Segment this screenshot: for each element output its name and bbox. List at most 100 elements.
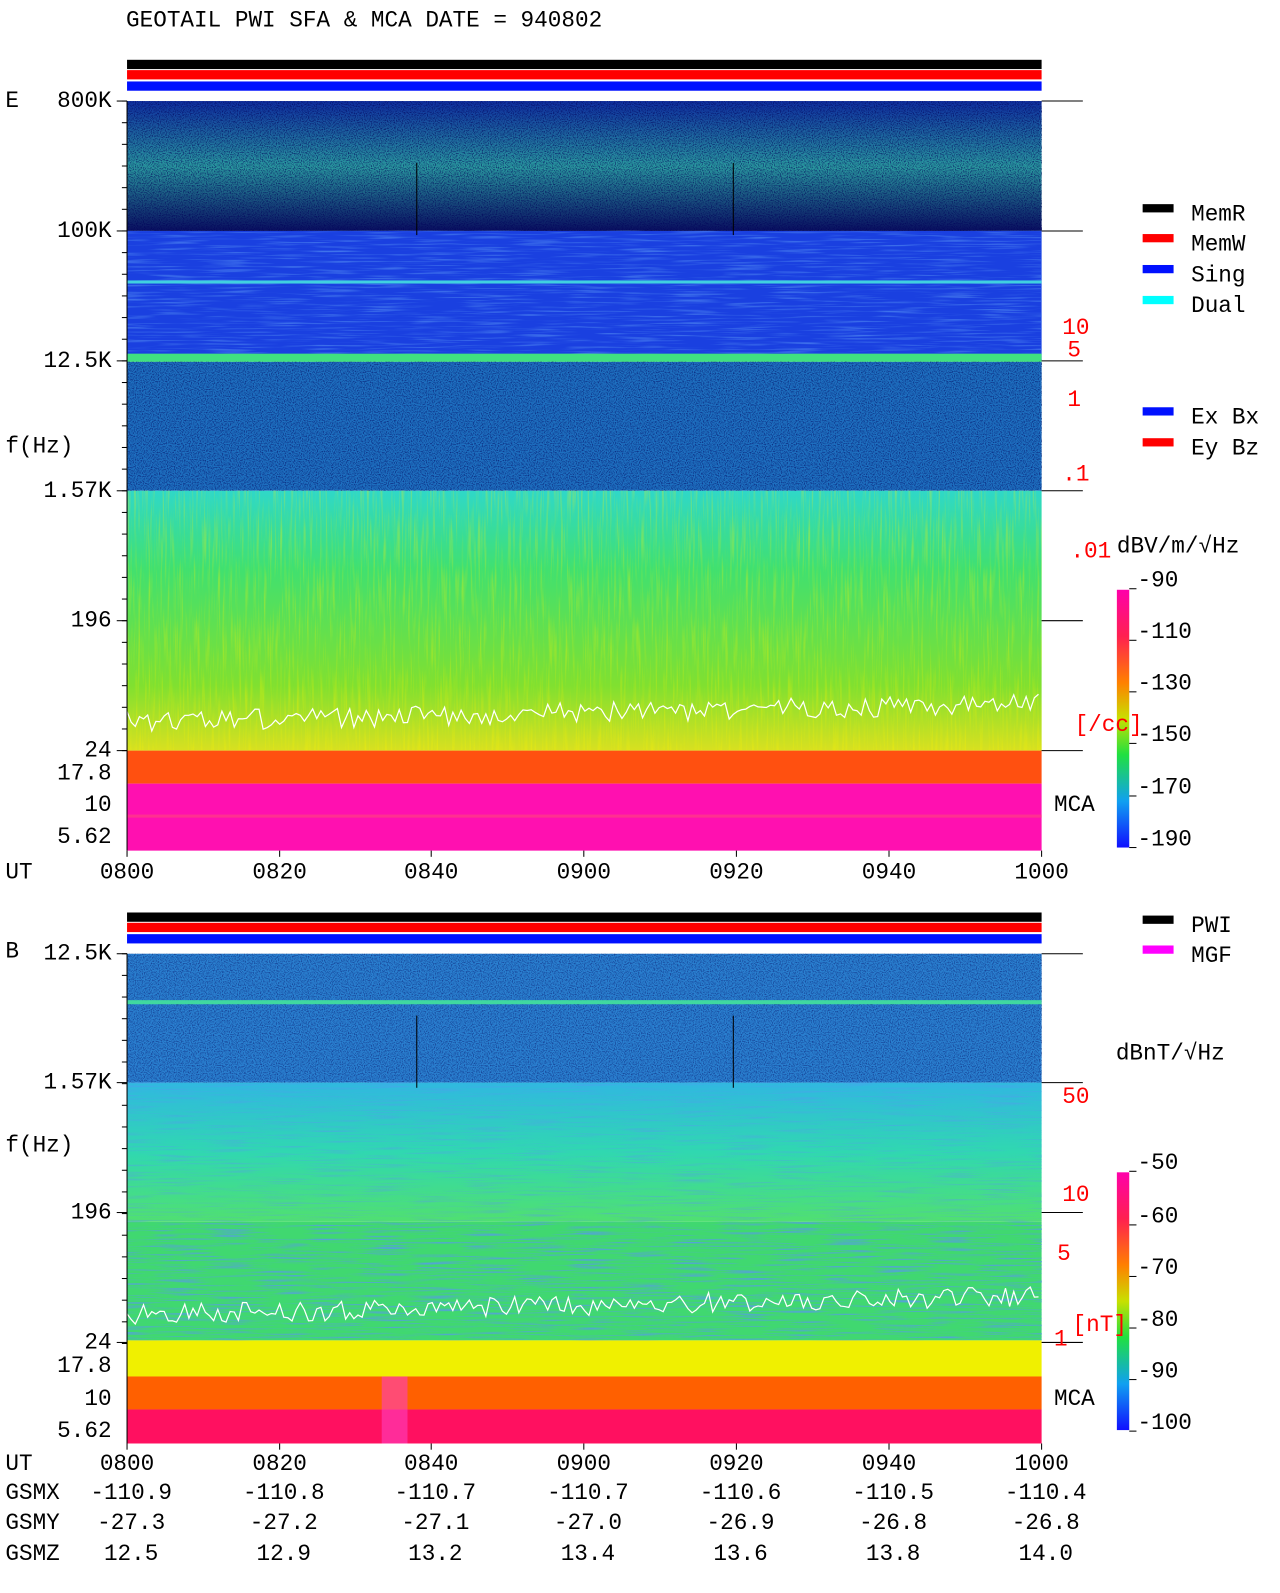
x-tick-label: 0900 — [557, 1451, 611, 1477]
right-label: .01 — [1070, 539, 1111, 565]
colorbar-e — [1116, 589, 1130, 848]
y-tick-label: 12.5K — [44, 348, 112, 374]
orbit-value: -26.8 — [1012, 1510, 1080, 1536]
orbit-value: -27.0 — [554, 1510, 622, 1536]
orbit-value: 13.8 — [866, 1541, 920, 1567]
x-tick-label: 0840 — [404, 859, 458, 885]
legend-swatches — [1142, 204, 1174, 954]
orbit-value: 13.6 — [713, 1541, 767, 1567]
legend-label: MemW — [1191, 231, 1246, 257]
spectrogram-b — [127, 953, 1042, 1444]
title: GEOTAIL PWI SFA & MCA DATE = 940802 — [126, 8, 602, 34]
right-label: 1 — [1054, 1326, 1068, 1352]
y-label: f(Hz) — [5, 1133, 73, 1159]
y-tick-label: 1.57K — [44, 478, 112, 504]
colorbar-tick-label: -110 — [1137, 619, 1191, 645]
orbit-value: -110.4 — [1005, 1480, 1087, 1506]
y-label: f(Hz) — [5, 433, 73, 459]
plasma-trace — [126, 1285, 1039, 1326]
x-tick-label: 0920 — [709, 1451, 763, 1477]
orbit-label: GSMX — [5, 1480, 60, 1506]
component-label: B — [5, 939, 19, 965]
colorbar-tick-label: -90 — [1137, 1358, 1178, 1384]
legend-label: Sing — [1191, 262, 1245, 288]
orbit-value: -26.9 — [707, 1510, 775, 1536]
orbit-value: -110.6 — [700, 1480, 782, 1506]
right-label: [/cc] — [1075, 712, 1143, 738]
x-tick-label: 0800 — [100, 859, 154, 885]
colorbar-unit: dBnT/√Hz — [1116, 1041, 1225, 1067]
x-tick-label: 0940 — [862, 859, 916, 885]
orbit-value: 13.2 — [408, 1541, 462, 1567]
component-label: E — [5, 88, 19, 114]
y-tick-label: 17.8 — [57, 760, 111, 786]
right-label: 10 — [1062, 1182, 1089, 1208]
x-tick-label: 0940 — [862, 1451, 916, 1477]
x-tick-label: 0840 — [404, 1451, 458, 1477]
y-tick-label: 10 — [84, 792, 111, 818]
y-tick-label: 5.62 — [57, 1418, 111, 1444]
colorbar-tick-label: -130 — [1137, 671, 1191, 697]
orbit-value: -27.3 — [97, 1510, 165, 1536]
spectrogram-e — [127, 101, 1042, 851]
colorbar-tick-label: -80 — [1137, 1307, 1178, 1333]
y-tick-label: 24 — [84, 1329, 111, 1355]
orbit-value: -26.8 — [859, 1510, 927, 1536]
x-tick-label: 1000 — [1014, 859, 1068, 885]
legend-label: Ex Bx — [1191, 405, 1259, 431]
mca-label: MCA — [1054, 1386, 1095, 1412]
y-tick-label: 24 — [84, 738, 111, 764]
orbit-value: 12.9 — [257, 1541, 311, 1567]
y-tick-label: 196 — [71, 608, 112, 634]
orbit-value: -110.7 — [547, 1480, 629, 1506]
orbit-value: 12.5 — [104, 1541, 158, 1567]
x-tick-label: 0820 — [252, 859, 306, 885]
colorbar-tick-label: -70 — [1137, 1255, 1178, 1281]
colorbar-tick-label: -60 — [1137, 1204, 1178, 1230]
x-tick-label: 0820 — [252, 1451, 306, 1477]
colorbar-tick-label: -100 — [1137, 1410, 1191, 1436]
colorbar-b — [1116, 1172, 1130, 1431]
plasma-trace — [126, 693, 1039, 733]
y-tick-label: 1.57K — [44, 1070, 112, 1096]
colorbar-unit: dBV/m/√Hz — [1117, 533, 1239, 559]
x-tick-label: 0900 — [557, 859, 611, 885]
right-label: 5 — [1057, 1241, 1071, 1267]
orbit-label: GSMZ — [5, 1541, 59, 1567]
right-label: [nT] — [1073, 1312, 1127, 1338]
y-tick-label: 12.5K — [44, 941, 112, 967]
orbit-value: -110.5 — [852, 1480, 934, 1506]
legend-label: Ey Bz — [1191, 435, 1259, 461]
orbit-label: GSMY — [5, 1510, 60, 1536]
right-label: .1 — [1062, 461, 1089, 487]
y-tick-label: 10 — [84, 1386, 111, 1412]
colorbar-tick-label: -170 — [1137, 775, 1191, 801]
orbit-value: -110.8 — [243, 1480, 325, 1506]
right-label: 50 — [1062, 1084, 1089, 1110]
right-label: 1 — [1067, 387, 1081, 413]
x-label: UT — [5, 1451, 32, 1477]
orbit-value: -27.1 — [401, 1510, 469, 1536]
x-tick-label: 0920 — [709, 859, 763, 885]
y-tick-label: 100K — [57, 218, 112, 244]
orbit-value: -110.7 — [395, 1480, 477, 1506]
orbit-value: 14.0 — [1019, 1541, 1073, 1567]
x-label: UT — [5, 859, 32, 885]
orbit-value: 13.4 — [561, 1541, 615, 1567]
mca-label: MCA — [1054, 792, 1095, 818]
y-tick-label: 5.62 — [57, 824, 111, 850]
x-tick-label: 0800 — [100, 1451, 154, 1477]
right-label: 5 — [1067, 338, 1081, 364]
legend-label: Dual — [1191, 293, 1245, 319]
colorbar-tick-label: -90 — [1137, 567, 1178, 593]
orbit-value: -110.9 — [90, 1480, 172, 1506]
x-tick-label: 1000 — [1014, 1451, 1068, 1477]
y-tick-label: 17.8 — [57, 1353, 111, 1379]
colorbar-tick-label: -190 — [1137, 826, 1191, 852]
status-bars — [127, 59, 1042, 944]
y-tick-label: 800K — [57, 88, 112, 114]
colorbar-tick-label: -150 — [1137, 722, 1191, 748]
right-label: 10 — [1062, 315, 1089, 341]
orbit-value: -27.2 — [250, 1510, 318, 1536]
legend-label: MGF — [1191, 943, 1232, 969]
